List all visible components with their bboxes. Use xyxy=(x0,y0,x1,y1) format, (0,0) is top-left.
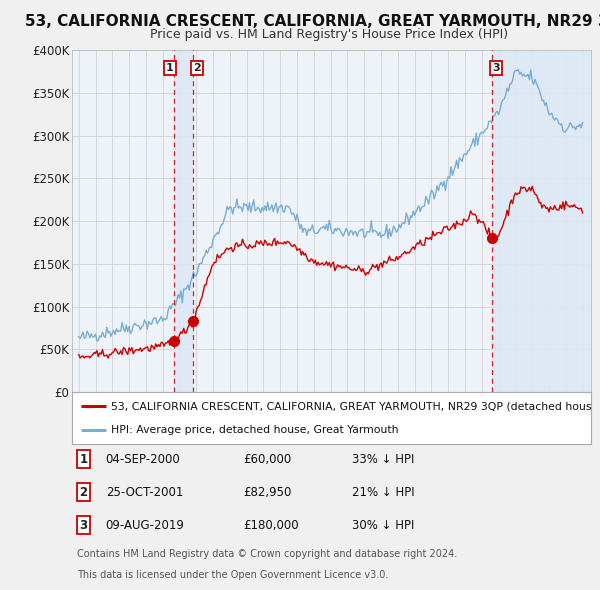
Bar xyxy=(492,50,591,392)
Text: 53, CALIFORNIA CRESCENT, CALIFORNIA, GREAT YARMOUTH, NR29 3QP: 53, CALIFORNIA CRESCENT, CALIFORNIA, GRE… xyxy=(25,14,600,28)
Text: 33% ↓ HPI: 33% ↓ HPI xyxy=(352,453,415,466)
Text: HPI: Average price, detached house, Great Yarmouth: HPI: Average price, detached house, Grea… xyxy=(111,425,398,435)
Text: 2: 2 xyxy=(193,63,201,73)
Text: 3: 3 xyxy=(492,63,500,73)
Bar xyxy=(174,50,193,392)
Text: £82,950: £82,950 xyxy=(243,486,292,499)
Text: This data is licensed under the Open Government Licence v3.0.: This data is licensed under the Open Gov… xyxy=(77,571,389,581)
Text: 53, CALIFORNIA CRESCENT, CALIFORNIA, GREAT YARMOUTH, NR29 3QP (detached hous: 53, CALIFORNIA CRESCENT, CALIFORNIA, GRE… xyxy=(111,401,592,411)
Text: 04-SEP-2000: 04-SEP-2000 xyxy=(106,453,181,466)
Text: 2: 2 xyxy=(79,486,88,499)
Text: Price paid vs. HM Land Registry's House Price Index (HPI): Price paid vs. HM Land Registry's House … xyxy=(150,28,508,41)
Text: 30% ↓ HPI: 30% ↓ HPI xyxy=(352,519,415,532)
Text: 25-OCT-2001: 25-OCT-2001 xyxy=(106,486,183,499)
Text: 09-AUG-2019: 09-AUG-2019 xyxy=(106,519,185,532)
Text: 3: 3 xyxy=(79,519,88,532)
Text: 1: 1 xyxy=(166,63,173,73)
Text: Contains HM Land Registry data © Crown copyright and database right 2024.: Contains HM Land Registry data © Crown c… xyxy=(77,549,457,559)
Text: 21% ↓ HPI: 21% ↓ HPI xyxy=(352,486,415,499)
Text: £180,000: £180,000 xyxy=(243,519,299,532)
Text: 1: 1 xyxy=(79,453,88,466)
Text: £60,000: £60,000 xyxy=(243,453,292,466)
